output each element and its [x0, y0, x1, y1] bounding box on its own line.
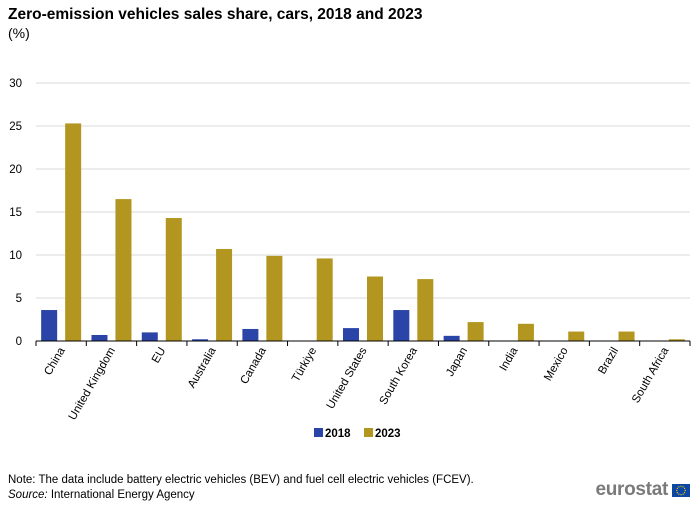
bar-2018-china [41, 310, 58, 341]
bar-2023-united-states [367, 276, 383, 341]
flag-star [676, 491, 678, 493]
bar-2023-brazil [618, 331, 635, 341]
legend-swatch-2018 [314, 428, 323, 437]
bar-2023-united-kingdom [115, 199, 132, 341]
x-tick-label: Japan [444, 346, 470, 379]
x-tick-label: South Africa [630, 345, 672, 405]
flag-star [678, 485, 680, 487]
bar-2023-india [517, 323, 534, 341]
flag-star [684, 489, 686, 491]
flag-star [684, 487, 686, 489]
bar-2018-united-states [343, 328, 359, 341]
chart-title: Zero-emission vehicles sales share, cars… [8, 6, 423, 23]
bar-2018-united-kingdom [91, 334, 108, 341]
chart-subtitle: (%) [8, 25, 30, 41]
flag-star [678, 493, 680, 495]
flag-star [676, 489, 678, 491]
x-tick-label: Türkiye [290, 346, 319, 385]
flag-star [684, 491, 686, 493]
x-tick-label: Mexico [542, 346, 571, 384]
y-tick-label: 5 [16, 293, 22, 305]
flag-star [682, 493, 684, 495]
footnote: Note: The data include battery electric … [8, 474, 474, 486]
y-tick-label: 10 [9, 250, 22, 262]
x-tick-label: China [42, 345, 68, 378]
bar-2023-south-africa [668, 339, 685, 341]
y-tick-label: 25 [9, 121, 22, 133]
bar-2018-australia [192, 339, 209, 341]
bar-2023-t-rkiye [316, 258, 333, 341]
eurostat-logo: eurostat [595, 479, 690, 501]
x-tick-label: Canada [238, 345, 269, 386]
flag-star [680, 493, 682, 495]
bar-2018-eu [141, 332, 158, 341]
flag-background [672, 483, 690, 497]
bar-2023-south-korea [417, 279, 434, 341]
x-tick-label: United Kingdom [67, 346, 118, 423]
y-tick-label: 30 [9, 78, 22, 90]
source-text: International Energy Agency [47, 489, 195, 501]
y-tick-label: 20 [9, 164, 22, 176]
eu-flag-icon [672, 483, 690, 497]
x-tick-label: Australia [186, 345, 219, 390]
x-tick-label: India [498, 345, 521, 373]
bar-2023-canada [266, 255, 283, 341]
bar-2018-japan [443, 335, 460, 341]
bar-2023-china [65, 123, 82, 341]
bar-2023-australia [216, 248, 233, 341]
x-tick-label: Brazil [596, 346, 621, 377]
x-tick-label: EU [150, 346, 168, 366]
bar-2018-south-korea [393, 310, 410, 341]
x-tick-label: United States [325, 345, 370, 411]
bar-2023-mexico [568, 331, 585, 341]
legend-label-2023: 2023 [375, 428, 401, 440]
flag-star [680, 485, 682, 487]
x-tick-label: South Korea [378, 345, 421, 407]
legend-swatch-2023 [364, 428, 373, 437]
source-line: Source: International Energy Agency [8, 489, 195, 501]
eurostat-wordmark: eurostat [595, 479, 668, 500]
flag-star [682, 485, 684, 487]
bar-2023-japan [467, 322, 484, 341]
bar-2018-canada [242, 328, 259, 341]
y-tick-label: 15 [9, 207, 22, 219]
source-label: Source: [8, 489, 48, 501]
bar-chart: 0 5 10 15 20 25 30 China United Kingdom EU Austral… [9, 78, 691, 440]
bar-2023-eu [165, 218, 182, 341]
legend-label-2018: 2018 [325, 428, 351, 440]
flag-star [676, 487, 678, 489]
y-tick-label: 0 [16, 336, 22, 348]
